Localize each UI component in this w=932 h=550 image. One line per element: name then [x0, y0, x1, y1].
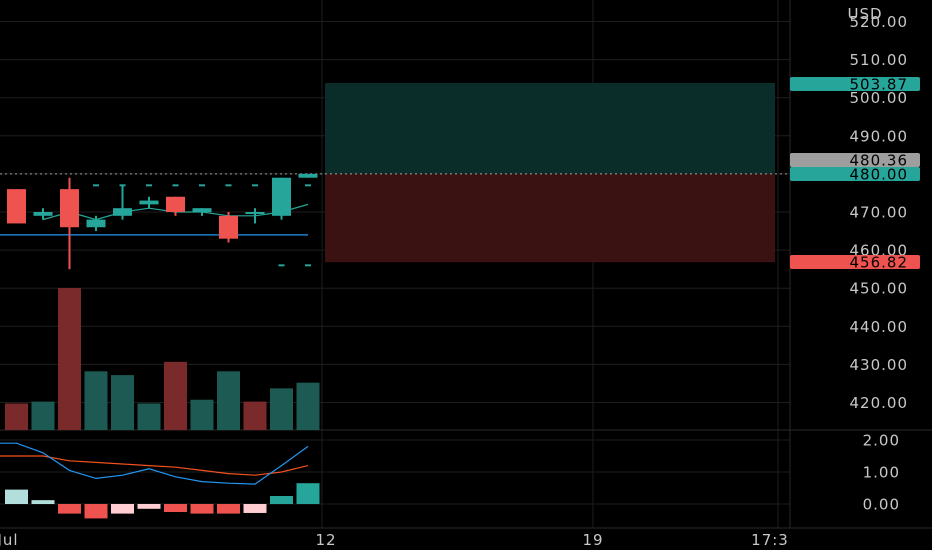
macd-histogram-bar — [270, 496, 293, 504]
candle-body — [60, 189, 79, 228]
macd-histogram-bar — [58, 504, 81, 514]
price-badge — [790, 167, 920, 181]
volume-bar — [270, 388, 293, 430]
price-tick-label: 450.00 — [850, 280, 909, 298]
price-badge — [790, 153, 920, 167]
candle-body — [192, 208, 212, 212]
time-tick-label: Jul — [0, 531, 19, 549]
candle-body — [86, 219, 106, 228]
price-tick-label: 500.00 — [850, 89, 909, 107]
volume-bar — [243, 401, 267, 430]
price-tick-label: 510.00 — [850, 51, 909, 69]
volume-bar — [164, 361, 187, 430]
volume-bar — [111, 375, 134, 430]
candle-body — [219, 215, 238, 239]
volume-bar — [190, 399, 214, 430]
candle-body — [113, 208, 132, 216]
volume-bar — [137, 403, 161, 430]
position-zones[interactable] — [0, 82, 790, 263]
volume-bar — [217, 371, 240, 430]
macd-histogram-bar — [137, 504, 161, 509]
macd-histogram-bar — [217, 504, 240, 514]
macd-histogram-bar — [296, 483, 320, 504]
stop-loss-zone[interactable] — [325, 173, 775, 263]
macd-histogram-bar — [5, 489, 28, 504]
price-tick-label: 520.00 — [850, 13, 909, 31]
macd-histogram-bar — [31, 500, 55, 504]
candle-body — [33, 212, 53, 216]
price-tick-label: 440.00 — [850, 318, 909, 336]
volume-bar — [5, 403, 28, 430]
price-badge-label: 503.87 — [850, 76, 909, 94]
price-badge — [790, 255, 920, 269]
price-tick-label: 430.00 — [850, 356, 909, 374]
price-badge-label: 456.82 — [850, 254, 909, 272]
candle-body — [166, 196, 185, 212]
price-tick-label: 420.00 — [850, 394, 909, 412]
macd-line — [0, 442, 309, 485]
take-profit-zone[interactable] — [325, 82, 775, 174]
time-tick-label: 17:3 — [751, 531, 789, 549]
time-axis[interactable]: Jul 12 19 17:3 — [0, 531, 789, 549]
macd-histogram-bar — [84, 504, 108, 519]
volume-bars — [5, 288, 320, 430]
indicator-tick-label: 1.00 — [863, 464, 900, 482]
macd-histogram-bar — [111, 504, 134, 514]
price-tick-label: 470.00 — [850, 204, 909, 222]
indicator-tick-label: 2.00 — [863, 432, 900, 450]
candle-body — [245, 212, 265, 214]
currency-label[interactable]: USD — [847, 5, 882, 23]
candle-body — [7, 189, 26, 224]
candle-body — [298, 173, 318, 178]
candlesticks — [7, 173, 318, 270]
volume-bar — [84, 371, 108, 430]
price-badge — [790, 77, 920, 91]
time-tick-label: 19 — [582, 531, 603, 549]
price-tick-label: 490.00 — [850, 127, 909, 145]
macd-histogram-bar — [243, 504, 267, 513]
volume-bar — [296, 382, 320, 430]
volume-bar — [31, 401, 55, 430]
macd-histogram-bar — [190, 504, 214, 514]
macd-signal-line — [0, 455, 309, 476]
moving-average-lines — [0, 203, 309, 236]
indicator-tick-label: 0.00 — [863, 496, 900, 514]
macd-panel — [0, 439, 790, 519]
candle-body — [272, 177, 291, 216]
volume-bar — [58, 288, 81, 430]
price-badge-label: 480.00 — [850, 166, 909, 184]
macd-histogram-bar — [164, 504, 187, 512]
price-badge-label: 480.36 — [850, 152, 909, 170]
time-tick-label: 12 — [315, 531, 336, 549]
candle-body — [139, 200, 159, 205]
